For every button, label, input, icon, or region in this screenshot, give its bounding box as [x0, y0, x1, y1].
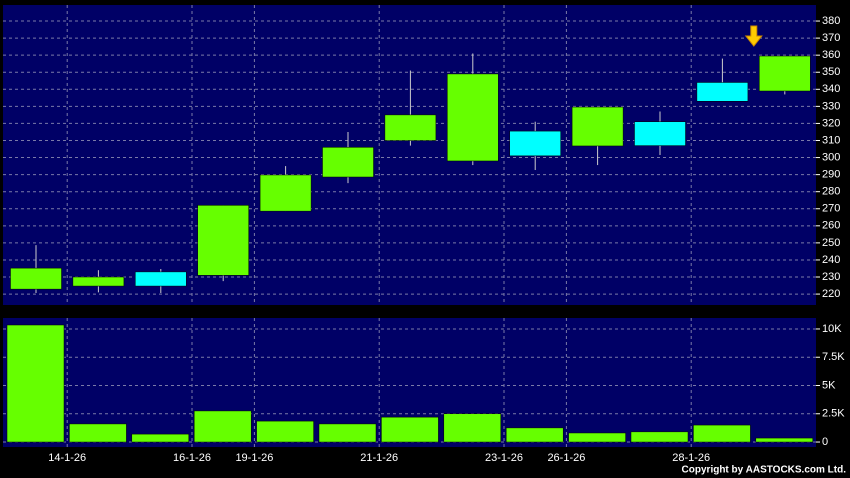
bar: [443, 413, 502, 443]
bar: [505, 427, 564, 443]
y-tick-label: 7.5K: [822, 351, 845, 363]
x-tick-label: 14-1-26: [48, 452, 86, 464]
candle-body: [135, 271, 187, 287]
y-tick-label: 380: [822, 15, 840, 27]
candle-body: [10, 267, 62, 290]
bar: [755, 437, 814, 443]
y-tick-label: 10K: [822, 323, 842, 335]
candle-body: [634, 121, 686, 146]
x-tick-label: 26-1-26: [547, 452, 585, 464]
y-tick-label: 230: [822, 271, 840, 283]
candle-body: [384, 114, 437, 141]
copyright: Copyright by AASTOCKS.com Ltd.: [682, 465, 847, 476]
x-tick-label: 23-1-26: [485, 452, 523, 464]
y-tick-label: 220: [822, 288, 840, 300]
y-tick-label: 310: [822, 134, 840, 146]
y-tick-label: 240: [822, 254, 840, 266]
y-tick-label: 290: [822, 169, 840, 181]
bar: [693, 424, 751, 443]
y-tick-label: 270: [822, 203, 840, 215]
y-tick-label: 280: [822, 186, 840, 198]
y-tick-label: 5K: [822, 379, 836, 391]
bar: [131, 433, 190, 443]
y-tick-label: 250: [822, 237, 840, 249]
y-tick-label: 330: [822, 100, 840, 112]
y-tick-label: 350: [822, 66, 840, 78]
bar: [193, 410, 252, 443]
candle-body: [759, 55, 811, 92]
y-tick-label: 320: [822, 117, 840, 129]
y-tick-label: 2.5K: [822, 408, 845, 420]
candle-body: [72, 276, 125, 287]
y-tick-label: 0: [822, 436, 828, 448]
bar: [256, 420, 314, 443]
y-tick-label: 340: [822, 83, 840, 95]
bar: [69, 423, 127, 443]
y-tick-label: 360: [822, 49, 840, 61]
y-tick-label: 300: [822, 151, 840, 163]
x-tick-label: 19-1-26: [235, 452, 273, 464]
y-tick-label: 260: [822, 220, 840, 232]
bar: [318, 423, 377, 443]
y-tick-label: 370: [822, 32, 840, 44]
bar: [6, 324, 65, 443]
candle-body: [696, 82, 749, 102]
x-tick-label: 21-1-26: [360, 452, 398, 464]
bar: [630, 431, 689, 443]
bar: [568, 432, 626, 443]
candle-body: [447, 73, 499, 162]
candle-body: [509, 130, 561, 157]
x-tick-label: 28-1-26: [672, 452, 710, 464]
candle-body: [259, 174, 312, 212]
candle-body: [322, 147, 374, 178]
price-panel: [3, 5, 816, 305]
bar: [381, 416, 439, 443]
candle-body: [571, 106, 624, 147]
x-tick-label: 16-1-26: [173, 452, 211, 464]
latest-marker: [744, 25, 763, 47]
candle-body: [197, 205, 249, 276]
